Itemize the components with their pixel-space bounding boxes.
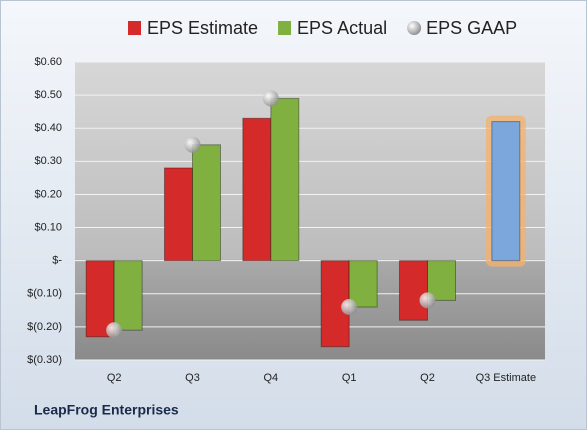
x-tick-label: Q3 xyxy=(185,372,200,384)
gaap-marker xyxy=(106,322,123,339)
legend-marker xyxy=(128,21,141,35)
y-tick-label: $(0.10) xyxy=(27,288,62,300)
bar xyxy=(427,260,456,301)
y-tick-label: $0.50 xyxy=(34,89,62,101)
y-tick-label: $(0.30) xyxy=(27,354,62,366)
legend-marker xyxy=(407,21,422,35)
x-tick-label: Q4 xyxy=(263,372,278,384)
gaap-marker xyxy=(262,90,279,107)
bar xyxy=(348,260,378,308)
legend-marker xyxy=(278,21,292,35)
bar xyxy=(164,167,193,262)
bar-glow xyxy=(485,115,526,267)
bar xyxy=(491,121,521,262)
legend-label: EPS Estimate xyxy=(147,18,258,38)
gaap-marker xyxy=(341,299,358,316)
gaap-marker xyxy=(184,136,201,153)
bar xyxy=(85,260,115,338)
bar xyxy=(242,117,272,262)
x-tick-label: Q2 xyxy=(107,372,122,384)
y-tick-label: $0.20 xyxy=(34,188,62,200)
x-tick-label: Q1 xyxy=(342,372,357,384)
bar xyxy=(270,97,300,262)
footer: LeapFrog Enterprises xyxy=(34,402,179,418)
y-tick-label: $0.60 xyxy=(34,56,62,68)
legend-label: EPS GAAP xyxy=(426,18,517,38)
bar xyxy=(399,260,428,321)
y-tick-label: $0.30 xyxy=(34,155,62,167)
gaap-marker xyxy=(419,292,436,309)
x-tick-label: Q2 xyxy=(420,372,435,384)
bar xyxy=(192,144,221,262)
y-tick-label: $(0.20) xyxy=(27,321,62,333)
y-tick-label: $- xyxy=(52,255,62,267)
x-tick-label: Q3 Estimate xyxy=(476,372,537,384)
y-tick-label: $0.40 xyxy=(34,122,62,134)
bar xyxy=(113,260,143,331)
plot-area xyxy=(75,62,545,360)
legend-label: EPS Actual xyxy=(297,18,387,38)
y-tick-label: $0.10 xyxy=(34,221,62,233)
